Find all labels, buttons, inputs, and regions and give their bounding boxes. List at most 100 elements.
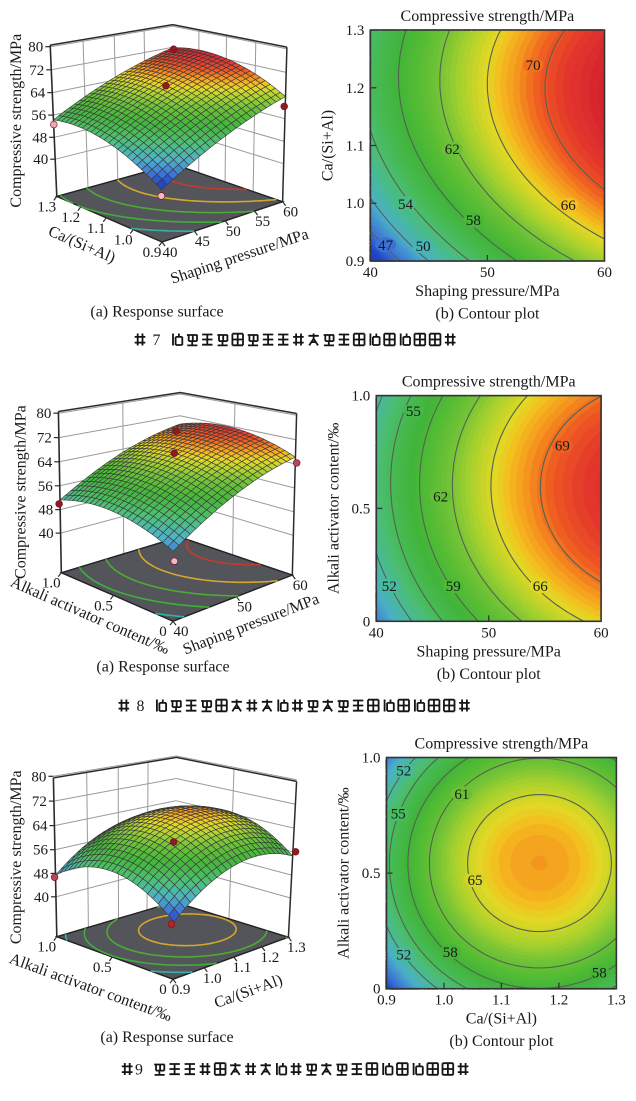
svg-text:0: 0 (159, 982, 167, 998)
svg-text:58: 58 (592, 966, 607, 982)
svg-text:40: 40 (39, 526, 54, 542)
svg-text:1.3: 1.3 (346, 23, 365, 39)
svg-text:62: 62 (433, 490, 448, 506)
svg-text:1.2: 1.2 (261, 950, 280, 966)
svg-text:52: 52 (396, 947, 411, 963)
svg-text:64: 64 (30, 86, 46, 102)
svg-text:50: 50 (480, 265, 495, 281)
svg-text:69: 69 (555, 439, 570, 455)
svg-text:48: 48 (34, 866, 49, 882)
svg-text:72: 72 (37, 431, 52, 447)
svg-text:40: 40 (163, 245, 178, 261)
svg-text:0.9: 0.9 (346, 254, 365, 270)
svg-text:66: 66 (561, 198, 577, 214)
svg-text:1.2: 1.2 (550, 993, 569, 1009)
svg-text:(b) Contour plot: (b) Contour plot (437, 666, 542, 683)
svg-text:1.0: 1.0 (37, 940, 56, 956)
svg-text:0: 0 (373, 982, 381, 998)
svg-text:40: 40 (363, 265, 378, 281)
svg-text:1.0: 1.0 (203, 971, 222, 987)
svg-text:0.5: 0.5 (352, 502, 371, 518)
svg-text:54: 54 (398, 197, 414, 213)
svg-text:1.0: 1.0 (346, 196, 365, 212)
svg-text:1.2: 1.2 (61, 210, 80, 226)
svg-text:1.1: 1.1 (87, 221, 106, 237)
svg-text:(a) Response surface: (a) Response surface (96, 659, 229, 676)
svg-text:(a) Response surface: (a) Response surface (90, 304, 223, 321)
svg-text:50: 50 (237, 600, 252, 616)
svg-text:70: 70 (526, 58, 541, 74)
svg-text:55: 55 (391, 807, 406, 823)
svg-text:45: 45 (195, 234, 210, 250)
svg-text:0.5: 0.5 (93, 960, 112, 976)
svg-text:Ca/(Si+Al): Ca/(Si+Al) (466, 1011, 537, 1028)
svg-text:Alkali activator content/‰: Alkali activator content/‰ (325, 423, 342, 595)
svg-text:0.5: 0.5 (362, 866, 381, 882)
svg-text:0.9: 0.9 (172, 982, 191, 998)
svg-text:52: 52 (382, 579, 397, 595)
svg-text:1.1: 1.1 (346, 139, 365, 155)
svg-text:40: 40 (34, 890, 49, 906)
svg-text:50: 50 (416, 239, 431, 255)
svg-text:1.1: 1.1 (233, 960, 252, 976)
svg-text:(b) Contour plot: (b) Contour plot (449, 1033, 554, 1050)
svg-text:72: 72 (32, 794, 47, 810)
svg-text:56: 56 (33, 843, 49, 859)
svg-text:7: 7 (153, 332, 161, 349)
svg-text:1.3: 1.3 (37, 199, 56, 215)
svg-text:1.0: 1.0 (362, 751, 381, 767)
svg-text:55: 55 (406, 404, 421, 420)
svg-text:Ca/(Si+Al): Ca/(Si+Al) (319, 110, 336, 181)
svg-text:60: 60 (594, 625, 609, 641)
svg-text:Shaping pressure/MPa: Shaping pressure/MPa (416, 643, 560, 660)
svg-text:50: 50 (481, 625, 496, 641)
svg-text:60: 60 (597, 265, 612, 281)
svg-text:1.2: 1.2 (346, 81, 365, 97)
svg-text:Compressive strength/MPa: Compressive strength/MPa (401, 8, 575, 25)
svg-text:56: 56 (38, 479, 54, 495)
svg-text:9: 9 (135, 1062, 143, 1079)
svg-text:Compressive strength/MPa: Compressive strength/MPa (8, 770, 25, 944)
svg-text:58: 58 (443, 945, 458, 961)
svg-text:50: 50 (226, 224, 241, 240)
svg-text:1.3: 1.3 (287, 940, 306, 956)
svg-text:40: 40 (33, 152, 48, 168)
svg-text:0.9: 0.9 (143, 245, 162, 261)
svg-text:64: 64 (37, 455, 53, 471)
svg-text:56: 56 (31, 108, 47, 124)
svg-text:47: 47 (378, 238, 394, 254)
svg-text:64: 64 (33, 819, 49, 835)
svg-text:Compressive strength/MPa: Compressive strength/MPa (415, 736, 589, 753)
svg-text:80: 80 (31, 769, 46, 785)
svg-text:55: 55 (255, 214, 270, 230)
svg-text:(a) Response surface: (a) Response surface (100, 1029, 233, 1046)
svg-text:1.0: 1.0 (435, 993, 454, 1009)
svg-text:Compressive strength/MPa: Compressive strength/MPa (402, 374, 576, 391)
svg-text:Alkali activator content/‰: Alkali activator content/‰ (336, 787, 353, 959)
svg-text:40: 40 (174, 624, 189, 640)
svg-text:60: 60 (283, 205, 298, 221)
svg-text:80: 80 (28, 40, 43, 56)
svg-text:48: 48 (38, 503, 53, 519)
svg-text:1.1: 1.1 (492, 993, 511, 1009)
svg-text:0: 0 (363, 614, 371, 630)
svg-text:66: 66 (533, 579, 549, 595)
svg-text:62: 62 (445, 142, 460, 158)
svg-text:48: 48 (32, 130, 47, 146)
svg-text:61: 61 (454, 787, 469, 803)
svg-text:Shaping pressure/MPa: Shaping pressure/MPa (415, 283, 559, 300)
svg-text:1.3: 1.3 (607, 993, 626, 1009)
svg-text:(b) Contour plot: (b) Contour plot (435, 306, 540, 323)
svg-text:72: 72 (29, 63, 44, 79)
svg-text:8: 8 (136, 698, 144, 715)
svg-text:Compressive strength/MPa: Compressive strength/MPa (8, 34, 25, 208)
svg-text:80: 80 (36, 406, 51, 422)
svg-text:52: 52 (396, 763, 411, 779)
svg-text:1.0: 1.0 (114, 233, 133, 249)
svg-text:1.0: 1.0 (352, 389, 371, 405)
svg-text:59: 59 (446, 579, 461, 595)
svg-text:40: 40 (369, 625, 384, 641)
svg-text:60: 60 (293, 578, 308, 594)
svg-text:65: 65 (468, 873, 483, 889)
svg-text:Compressive strength/MPa: Compressive strength/MPa (12, 405, 29, 579)
